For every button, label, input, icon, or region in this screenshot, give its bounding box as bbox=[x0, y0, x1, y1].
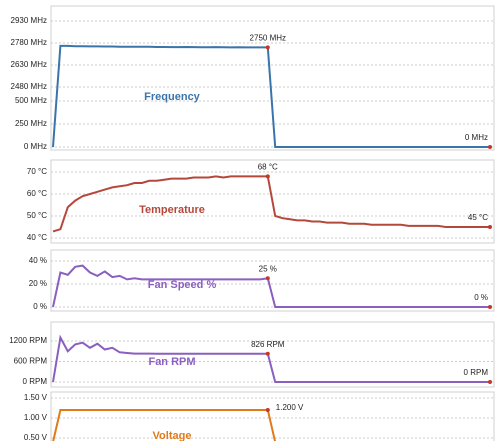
data-line bbox=[52, 175, 490, 233]
y-tick-label: 250 MHz bbox=[15, 119, 47, 128]
value-marker bbox=[488, 380, 492, 384]
y-tick-label: 1.50 V bbox=[24, 393, 48, 402]
value-label: 0 MHz bbox=[465, 133, 488, 142]
chart-title: Fan Speed % bbox=[148, 279, 217, 291]
value-label: 2750 MHz bbox=[250, 34, 286, 43]
value-label: 45 °C bbox=[468, 213, 488, 222]
chart-title: Voltage bbox=[153, 430, 192, 441]
value-label: 1.200 V bbox=[276, 403, 304, 412]
panel-frame bbox=[50, 5, 495, 151]
chart-title: Frequency bbox=[144, 91, 201, 103]
data-line bbox=[52, 44, 490, 148]
value-marker bbox=[265, 408, 270, 412]
panel-frame bbox=[50, 159, 495, 244]
value-marker bbox=[488, 145, 492, 149]
value-marker bbox=[265, 351, 270, 356]
y-tick-label: 70 °C bbox=[27, 167, 47, 176]
y-tick-label: 0 MHz bbox=[24, 142, 47, 151]
value-marker bbox=[488, 305, 492, 309]
y-tick-label: 2930 MHz bbox=[11, 16, 47, 25]
data-line bbox=[52, 264, 490, 308]
value-marker bbox=[265, 174, 270, 179]
value-label: 25 % bbox=[259, 264, 277, 273]
y-tick-label: 2630 MHz bbox=[11, 60, 47, 69]
y-tick-label: 40 °C bbox=[27, 233, 47, 242]
value-marker bbox=[265, 45, 270, 50]
y-tick-label: 0 % bbox=[33, 302, 47, 311]
y-tick-label: 0.50 V bbox=[24, 433, 48, 441]
value-label: 826 RPM bbox=[251, 340, 285, 349]
value-marker bbox=[488, 225, 492, 229]
data-line bbox=[52, 409, 490, 441]
y-tick-label: 2480 MHz bbox=[11, 82, 47, 91]
y-tick-label: 600 RPM bbox=[14, 357, 48, 366]
y-tick-label: 500 MHz bbox=[15, 96, 47, 105]
value-label: 0 RPM bbox=[464, 368, 489, 377]
y-tick-label: 2780 MHz bbox=[11, 38, 47, 47]
panel-frame bbox=[50, 321, 495, 388]
y-tick-label: 60 °C bbox=[27, 189, 47, 198]
y-tick-label: 0 RPM bbox=[23, 377, 48, 386]
value-label: 68 °C bbox=[258, 163, 278, 172]
y-tick-label: 50 °C bbox=[27, 211, 47, 220]
panel-frame bbox=[50, 249, 495, 312]
y-tick-label: 1.00 V bbox=[24, 413, 48, 422]
y-tick-label: 20 % bbox=[29, 279, 47, 288]
y-tick-label: 1200 RPM bbox=[9, 336, 47, 345]
data-line bbox=[52, 334, 490, 383]
chart-title: Fan RPM bbox=[148, 356, 195, 368]
chart-title: Temperature bbox=[139, 204, 205, 216]
panel-frame bbox=[50, 391, 495, 441]
y-tick-label: 40 % bbox=[29, 256, 47, 265]
value-label: 0 % bbox=[474, 293, 488, 302]
value-marker bbox=[265, 276, 270, 281]
